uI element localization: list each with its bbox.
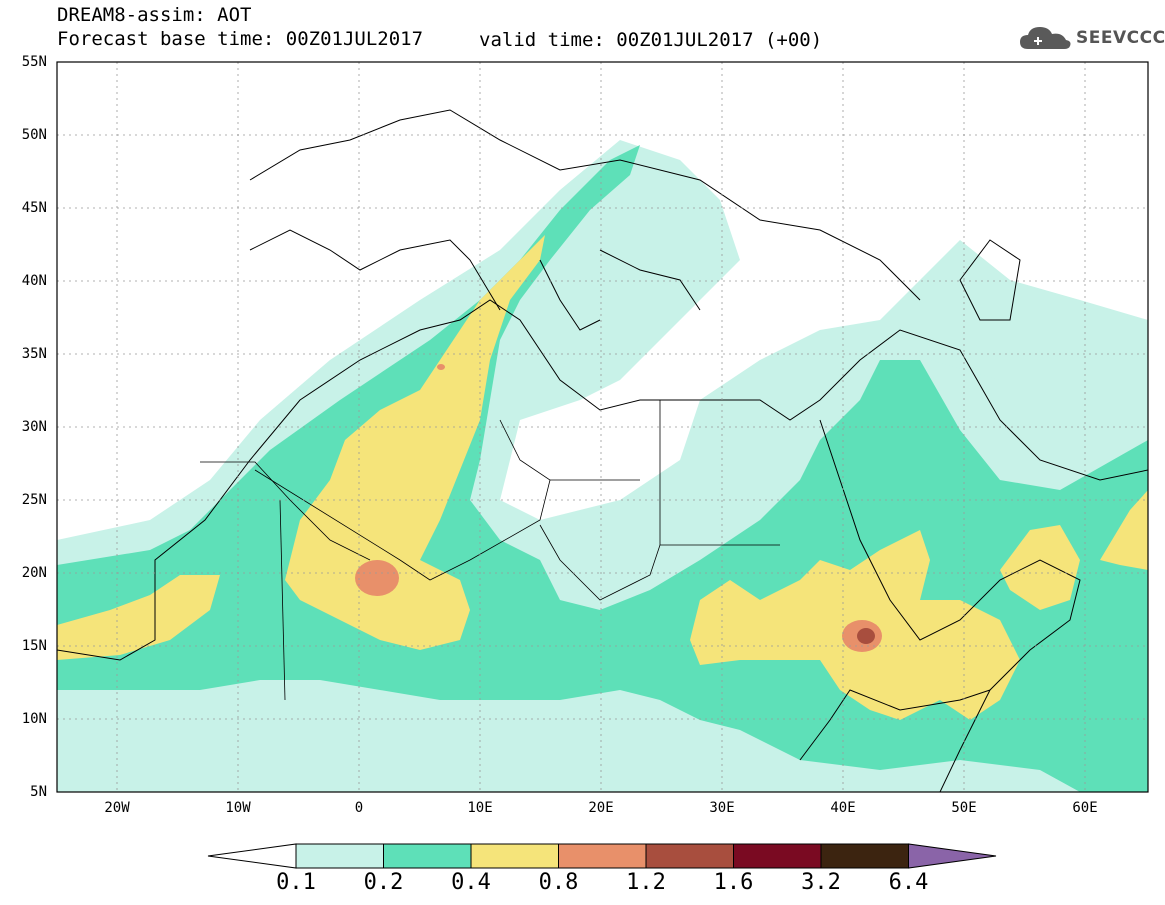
lat-label: 5N [30,784,47,800]
lon-label: 10W [225,800,251,816]
aot-hotspot-dark [857,628,875,644]
lat-label: 45N [21,200,47,216]
lon-label: 20E [588,800,614,816]
lat-label: 15N [21,638,47,654]
aot-field-0.4-west [57,575,220,660]
cloud-icon [1020,27,1071,49]
lon-label: 50E [951,800,977,816]
map-frame [56,61,1149,793]
aot-field-0.4-oman [1000,525,1080,610]
grid-lines [57,62,1148,792]
lat-label: 55N [21,54,47,70]
lat-label: 30N [21,419,47,435]
lat-label: 40N [21,273,47,289]
lon-label: 30E [709,800,735,816]
colorbar-label: 3.2 [801,870,841,895]
lat-label: 50N [21,127,47,143]
colorbar-label: 0.8 [538,870,579,895]
colorbar-label: 6.4 [888,870,929,895]
forecast-base-time: Forecast base time: 00Z01JUL2017 [57,28,424,50]
seevccc-logo: SEEVCCC [1018,24,1165,52]
colorbar-label: 0.4 [451,870,491,895]
aot-hotspot-niger [355,560,399,596]
valid-time: valid time: 00Z01JUL2017 (+00) [479,29,823,51]
colorbar-label: 0.2 [363,870,404,895]
chart-title: DREAM8-assim: AOT [57,4,252,26]
lon-label: 10E [467,800,493,816]
lat-label: 20N [21,565,47,581]
lon-label: 60E [1072,800,1098,816]
lon-label: 0 [354,800,364,816]
lon-label: 40E [830,800,856,816]
lon-label: 20W [104,800,130,816]
colorbar-label: 0.1 [276,870,316,895]
country-borders [200,400,780,701]
lat-label: 35N [21,346,47,362]
colorbar-label: 1.2 [626,870,666,895]
logo-text: SEEVCCC [1076,28,1165,48]
lat-label: 25N [21,492,47,508]
lat-label: 10N [21,711,47,727]
colorbar-label: 1.6 [713,870,754,895]
